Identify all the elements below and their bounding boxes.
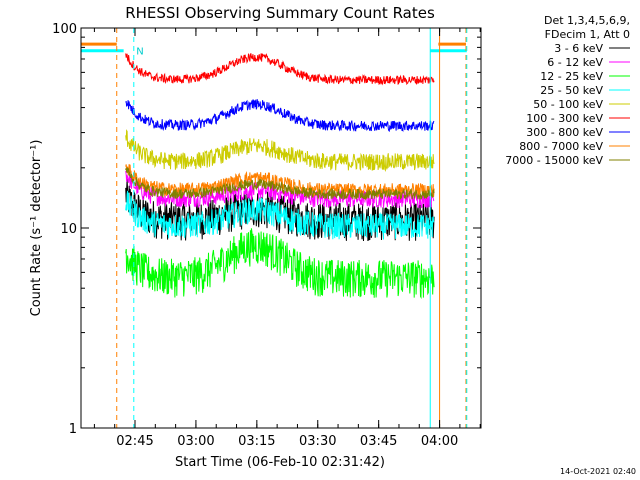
chart-title: RHESSI Observing Summary Count Rates <box>125 4 435 22</box>
legend-label-2: 12 - 25 keV <box>540 70 603 83</box>
x-tick-label-3: 03:30 <box>299 434 336 449</box>
series-line-2 <box>125 228 435 300</box>
legend: Det 1,3,4,5,6,9, FDecim 1, Att 0 3 - 6 k… <box>505 14 630 167</box>
y-tick-label-1: 10 <box>60 222 77 237</box>
series-line-7 <box>125 164 435 198</box>
flag-label: N <box>136 47 143 58</box>
series-line-6 <box>125 99 435 133</box>
x-axis-label: Start Time (06-Feb-10 02:31:42) <box>175 455 385 470</box>
y-tick-label-2: 100 <box>52 22 77 37</box>
x-tick-label-5: 04:00 <box>421 434 458 449</box>
axis-layer: 02:45 03:00 03:15 03:30 03:45 04:00 1 10 100 <box>52 22 481 449</box>
y-axis-label: Count Rate (s⁻¹ detector⁻¹) <box>29 140 44 317</box>
series-line-8 <box>125 167 435 201</box>
legend-label-5: 100 - 300 keV <box>526 112 603 125</box>
x-tick-label-0: 02:45 <box>116 434 153 449</box>
legend-label-6: 300 - 800 keV <box>526 126 603 139</box>
series-line-0 <box>125 179 435 242</box>
series-line-4 <box>125 129 435 172</box>
legend-label-4: 50 - 100 keV <box>533 98 603 111</box>
legend-label-7: 800 - 7000 keV <box>519 140 603 153</box>
series-line-5 <box>125 53 435 86</box>
legend-label-3: 25 - 50 keV <box>540 84 603 97</box>
x-tick-label-4: 03:45 <box>360 434 397 449</box>
legend-label-1: 6 - 12 keV <box>547 56 603 69</box>
plot-frame <box>80 27 482 429</box>
date-stamp: 14-Oct-2021 02:40 <box>560 467 636 476</box>
x-tick-label-1: 03:00 <box>177 434 214 449</box>
legend-label-0: 3 - 6 keV <box>554 42 603 55</box>
legend-label-8: 7000 - 15000 keV <box>505 154 603 167</box>
y-tick-label-0: 1 <box>69 422 77 437</box>
series-layer <box>125 53 435 300</box>
x-tick-label-2: 03:15 <box>238 434 275 449</box>
legend-header-line-1: Det 1,3,4,5,6,9, <box>544 14 630 27</box>
legend-header-line-2: FDecim 1, Att 0 <box>545 28 630 41</box>
series-line-3 <box>125 190 435 240</box>
